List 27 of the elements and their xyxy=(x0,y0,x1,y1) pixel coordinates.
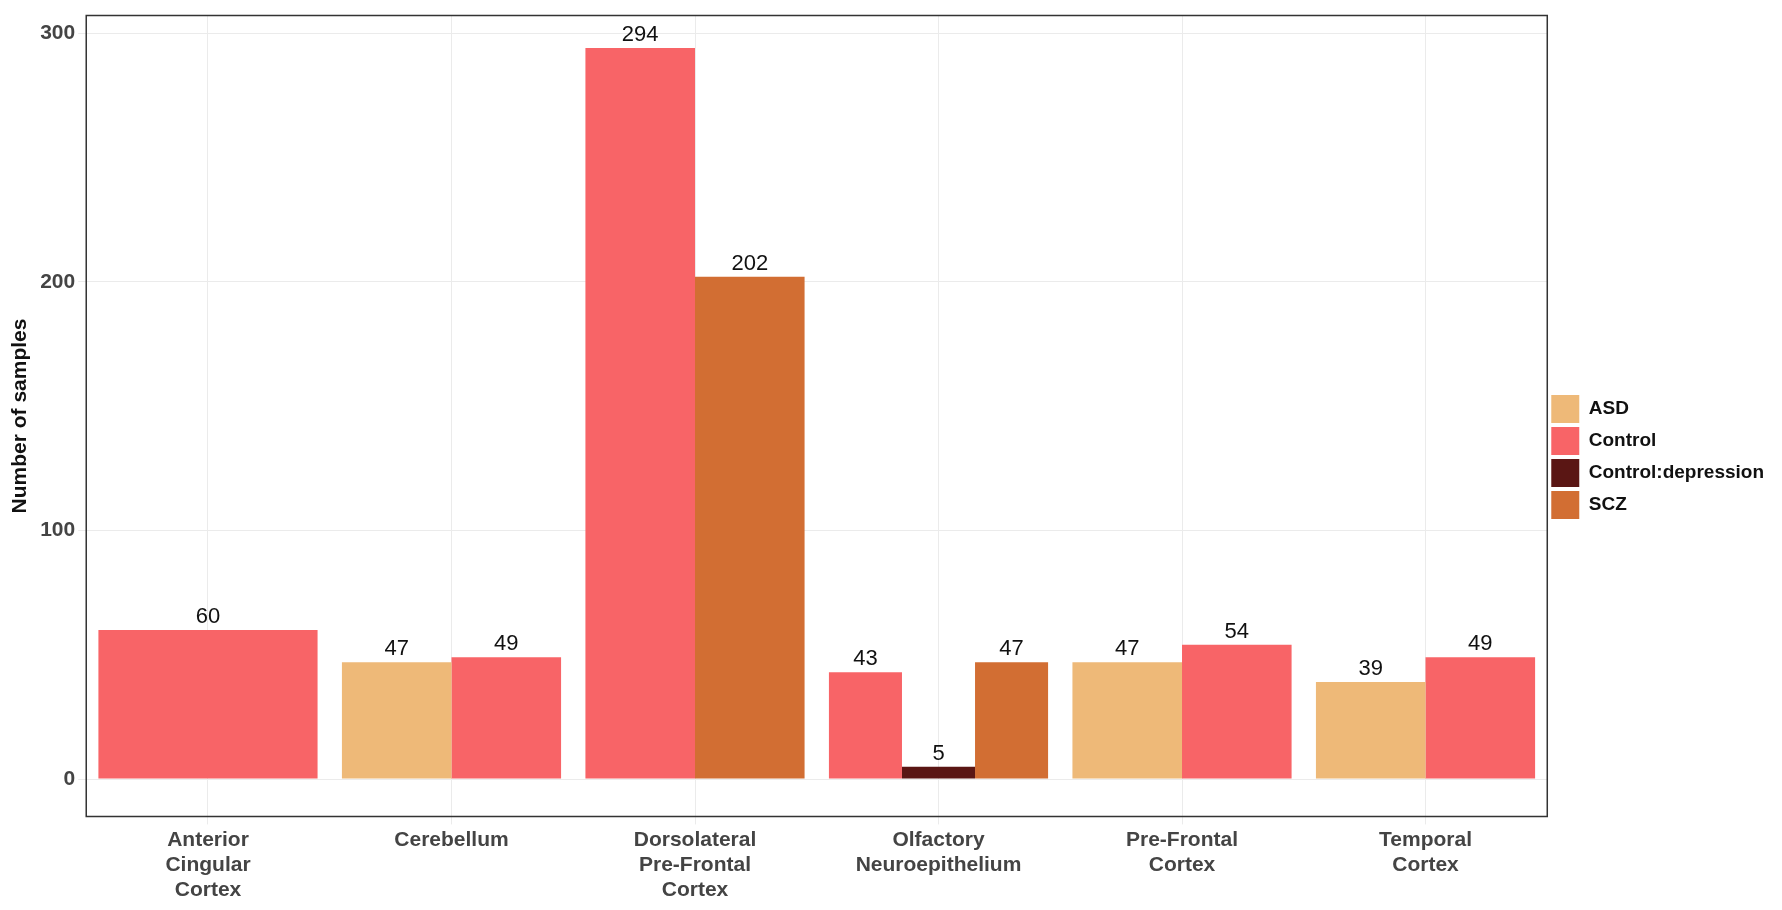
legend-label: Control:depression xyxy=(1588,461,1764,483)
y-tick-label: 100 xyxy=(40,517,76,541)
x-tick-label: Anterior Cingular Cortex xyxy=(165,826,251,901)
legend-label: ASD xyxy=(1588,397,1629,419)
data-label: 39 xyxy=(1358,655,1383,681)
y-tick-label: 200 xyxy=(40,268,76,292)
x-tick-label: Dorsolateral Pre-Frontal Cortex xyxy=(633,826,757,901)
x-tick-label: Olfactory Neuroepithelium xyxy=(855,826,1022,875)
legend-label: SCZ xyxy=(1588,493,1628,515)
data-label: 54 xyxy=(1224,617,1250,643)
y-tick-label: 300 xyxy=(40,19,76,43)
y-axis-title: Number of samples xyxy=(7,318,31,514)
data-label: 60 xyxy=(195,602,221,628)
x-tick-label: Cerebellum xyxy=(394,826,509,850)
data-label: 43 xyxy=(853,645,878,671)
data-label: 202 xyxy=(731,249,769,275)
data-label: 294 xyxy=(621,20,659,46)
data-label: 5 xyxy=(932,739,945,765)
data-label: 47 xyxy=(384,635,409,661)
x-tick-label: Temporal Cortex xyxy=(1379,826,1472,875)
y-tick-label: 0 xyxy=(63,765,76,789)
data-label: 47 xyxy=(1114,635,1140,661)
data-label: 49 xyxy=(494,630,519,656)
data-label: 47 xyxy=(999,635,1024,661)
legend-label: Control xyxy=(1588,429,1657,451)
data-label: 49 xyxy=(1468,630,1493,656)
x-tick-label: Pre-Frontal Cortex xyxy=(1126,826,1239,875)
